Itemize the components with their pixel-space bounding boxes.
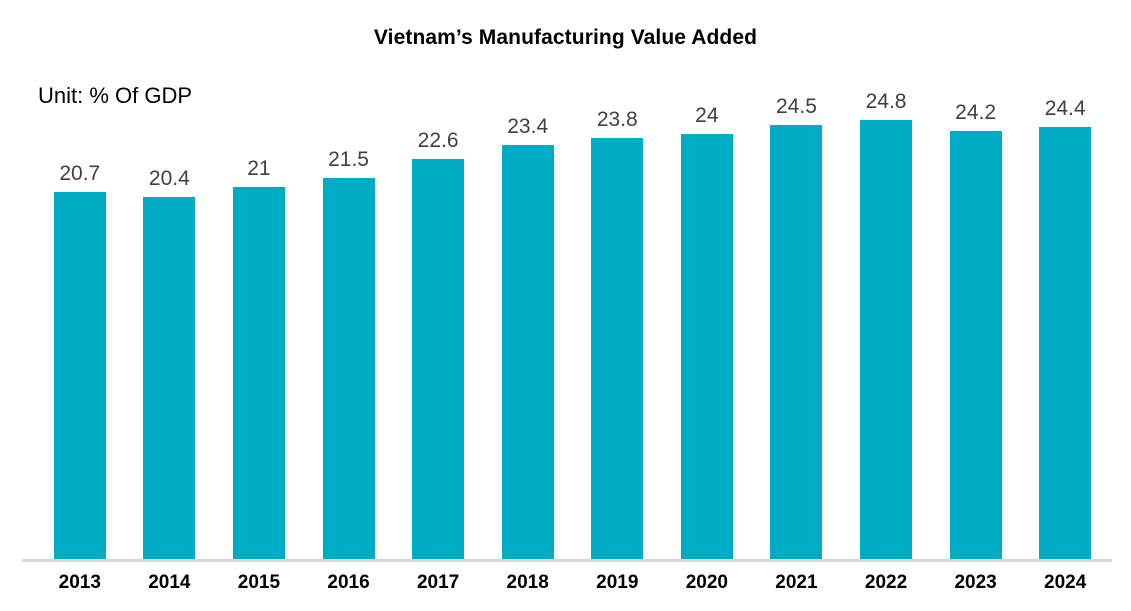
- bar-slot: 24.2: [931, 80, 1021, 561]
- category-label-2020: 2020: [685, 572, 728, 593]
- bar[interactable]: [949, 130, 1002, 561]
- bar-slot: 24.4: [1020, 80, 1110, 561]
- category-label-2023: 2023: [954, 572, 997, 593]
- bar-slot: 24.5: [752, 80, 842, 561]
- bar-value-label: 22.6: [417, 128, 459, 152]
- category-label-2021: 2021: [775, 572, 818, 593]
- bar-slot: 23.4: [483, 80, 573, 561]
- category-axis: 2013 2014 2015 2016 2017 2018 2019 2020 2021 2022…: [35, 572, 1110, 606]
- bar-value-label: 24.4: [1044, 97, 1086, 121]
- bar[interactable]: [1039, 127, 1092, 561]
- bar-value-label: 20.4: [148, 167, 190, 191]
- bar-slot: 21.5: [304, 80, 394, 561]
- chart-title: Vietnam’s Manufacturing Value Added: [373, 26, 758, 49]
- category-label-2024: 2024: [1044, 572, 1087, 593]
- bar[interactable]: [143, 197, 196, 561]
- bar-value-label: 20.7: [59, 161, 101, 185]
- bar[interactable]: [770, 125, 823, 561]
- bar-value-label: 23.4: [507, 114, 549, 138]
- plot-area: 20.7 20.4 21 21.5 22.6 23.4 23.8 24 24.5 24.8 24.2…: [35, 80, 1110, 561]
- bar-slot: 20.4: [125, 80, 215, 561]
- category-label-2014: 2014: [148, 572, 191, 593]
- bar[interactable]: [860, 120, 913, 561]
- bar-slot: 24: [662, 80, 752, 561]
- bar-value-label: 24.5: [776, 95, 817, 119]
- bar-slot: 24.8: [841, 80, 931, 561]
- category-label-2017: 2017: [416, 572, 460, 593]
- bar-slot: 22.6: [393, 80, 483, 561]
- bar[interactable]: [232, 186, 285, 561]
- bar-value-label: 21: [247, 156, 271, 180]
- bar-value-label: 24: [695, 104, 719, 128]
- bar-value-label: 24.2: [955, 100, 997, 124]
- category-label-2016: 2016: [327, 572, 370, 593]
- bar[interactable]: [412, 158, 465, 561]
- category-label-2018: 2018: [506, 572, 549, 593]
- bar[interactable]: [53, 191, 106, 561]
- category-axis-line: [22, 559, 1112, 562]
- bar-slot: 20.7: [35, 80, 125, 561]
- bar-value-label: 23.8: [596, 107, 638, 131]
- bar-slot: 21: [214, 80, 304, 561]
- bar[interactable]: [591, 137, 644, 561]
- category-label-2019: 2019: [596, 572, 639, 593]
- category-label-2015: 2015: [237, 572, 281, 593]
- bar[interactable]: [322, 177, 375, 561]
- bar-value-label: 21.5: [328, 147, 369, 171]
- bar[interactable]: [501, 144, 554, 561]
- category-label-2013: 2013: [58, 572, 101, 593]
- bar[interactable]: [680, 134, 733, 561]
- chart-unit-note: Unit: % Of GDP: [38, 83, 193, 108]
- category-label-2022: 2022: [864, 572, 908, 593]
- bar-slot: 23.8: [573, 80, 663, 561]
- bar-value-label: 24.8: [865, 90, 907, 114]
